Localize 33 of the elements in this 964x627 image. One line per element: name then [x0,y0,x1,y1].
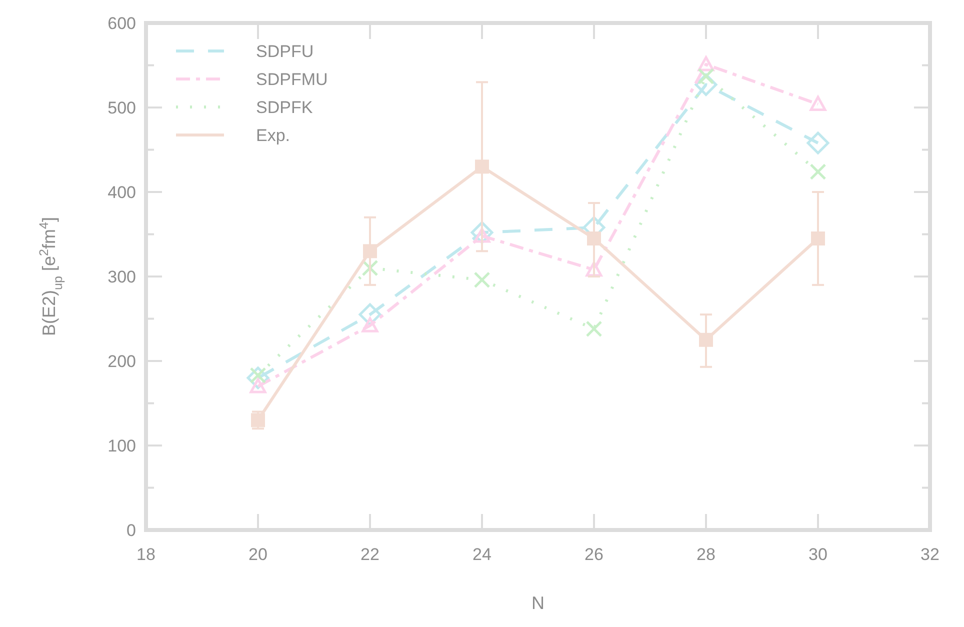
x-tick-label: 22 [360,545,380,564]
x-tick-label: 28 [696,545,716,564]
point [362,317,378,332]
legend-label: SDPFK [256,98,314,117]
y-tick-label: 0 [126,520,136,540]
y-tick-label: 600 [108,14,136,33]
point [363,244,377,258]
point [475,160,489,174]
y-tick-label: 300 [108,267,136,286]
point [811,231,825,246]
x-tick-label: 30 [808,545,828,564]
x-tick-label: 26 [584,545,604,564]
point [806,132,830,154]
legend-label: SDPFMU [256,70,328,89]
point [474,272,490,288]
x-tick-label: 20 [248,545,268,564]
x-axis-title: N [532,593,544,613]
x-tick-label: 18 [136,545,156,564]
legend-label: SDPFU [256,42,314,61]
point [810,96,826,111]
point [698,68,714,84]
y-tick-label: 400 [108,182,136,202]
point [699,332,713,347]
y-tick-label: 100 [108,436,136,456]
x-tick-label: 32 [920,545,940,564]
y-tick-label: 500 [108,98,136,118]
x-tick-label: 24 [472,545,492,564]
point [810,163,826,180]
point [251,413,265,428]
point [586,320,602,338]
y-tick-label: 200 [108,352,136,371]
legend-label: Exp. [256,126,290,145]
point [587,231,601,246]
